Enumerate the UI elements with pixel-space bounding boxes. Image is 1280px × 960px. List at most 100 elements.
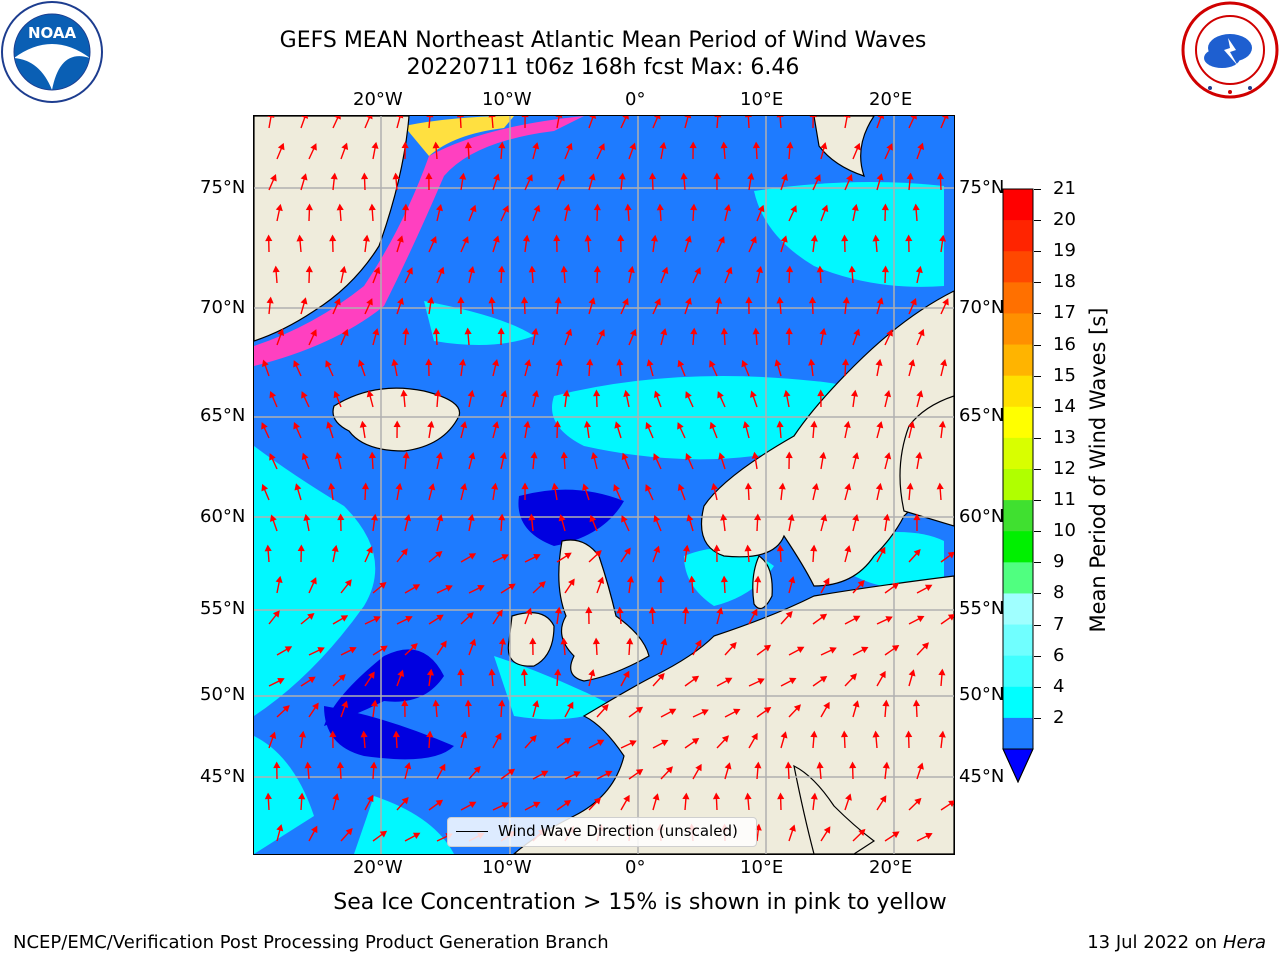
wind-wave-arrow bbox=[621, 515, 630, 532]
wind-wave-arrow bbox=[709, 421, 718, 439]
wind-wave-arrow bbox=[906, 172, 914, 191]
wind-wave-arrow bbox=[852, 700, 860, 718]
wind-wave-arrow bbox=[810, 234, 818, 253]
wind-wave-arrow bbox=[809, 296, 817, 315]
wind-wave-arrow bbox=[333, 390, 342, 408]
colorbar-label: 18 bbox=[1053, 271, 1076, 293]
svalbard-land bbox=[813, 116, 875, 177]
wind-wave-arrow bbox=[488, 668, 496, 687]
wind-wave-arrow bbox=[844, 673, 857, 687]
wind-wave-arrow bbox=[808, 358, 816, 377]
wind-wave-arrow bbox=[618, 172, 626, 191]
colorbar-segment bbox=[1003, 375, 1033, 408]
wind-wave-arrow bbox=[620, 547, 631, 563]
wind-wave-arrow bbox=[685, 391, 694, 408]
wind-wave-arrow bbox=[520, 296, 529, 315]
wind-wave-arrow bbox=[428, 799, 444, 811]
wind-wave-arrow bbox=[530, 451, 538, 470]
wind-wave-arrow bbox=[426, 116, 434, 129]
greenland-land bbox=[254, 116, 410, 342]
wind-wave-arrow bbox=[741, 359, 750, 377]
wind-wave-arrow bbox=[436, 204, 443, 222]
wind-wave-arrow bbox=[331, 544, 339, 563]
wind-wave-arrow bbox=[754, 575, 762, 594]
wind-wave-arrow bbox=[584, 234, 592, 253]
wind-wave-arrow bbox=[492, 802, 509, 811]
wind-wave-arrow bbox=[564, 701, 574, 718]
wind-wave-arrow bbox=[620, 297, 629, 315]
wind-wave-arrow bbox=[276, 824, 284, 842]
wind-wave-arrow bbox=[688, 575, 696, 594]
wind-wave-arrow bbox=[785, 327, 793, 346]
wind-wave-arrow bbox=[724, 708, 741, 718]
wind-wave-arrow bbox=[492, 421, 500, 439]
colorbar-label: 9 bbox=[1053, 551, 1065, 573]
wind-wave-arrow bbox=[686, 514, 694, 532]
wind-wave-arrow bbox=[586, 358, 594, 377]
wind-wave-arrow bbox=[425, 358, 433, 377]
wind-wave-arrow bbox=[720, 513, 728, 532]
wind-wave-arrow bbox=[556, 737, 572, 749]
wind-wave-arrow bbox=[551, 482, 559, 501]
wind-wave-arrow bbox=[841, 358, 850, 377]
wind-wave-arrow bbox=[488, 296, 496, 315]
wind-wave-arrow bbox=[682, 606, 690, 625]
wind-wave-arrow bbox=[428, 483, 436, 501]
wind-wave-arrow bbox=[500, 768, 516, 780]
wind-wave-arrow bbox=[748, 678, 765, 687]
colorbar bbox=[1002, 188, 1034, 784]
wind-wave-arrow bbox=[876, 116, 885, 129]
wind-wave-arrow bbox=[402, 203, 410, 222]
wind-wave-arrow bbox=[492, 173, 500, 191]
wind-wave-arrow bbox=[876, 670, 886, 687]
wind-wave-arrow bbox=[776, 116, 784, 129]
wind-wave-arrow bbox=[564, 771, 581, 780]
wind-wave-arrow bbox=[614, 421, 622, 439]
wind-wave-arrow bbox=[908, 116, 917, 129]
wind-wave-arrow bbox=[308, 702, 319, 718]
wind-wave-arrow bbox=[360, 172, 369, 191]
wind-wave-arrow bbox=[940, 614, 954, 625]
wind-wave-arrow bbox=[884, 143, 893, 160]
footer-date: 13 Jul 2022 on Hera bbox=[1087, 932, 1266, 953]
wind-wave-arrow bbox=[852, 646, 869, 656]
wind-wave-arrow bbox=[843, 116, 851, 129]
wind-wave-arrow bbox=[436, 763, 446, 780]
wind-wave-arrow bbox=[555, 358, 563, 377]
wind-wave-arrow bbox=[588, 116, 597, 129]
wind-wave-arrows bbox=[261, 116, 954, 842]
wind-wave-arrow bbox=[426, 730, 434, 749]
colorbar-segment bbox=[1003, 313, 1033, 346]
map-canvas bbox=[254, 116, 954, 854]
wind-wave-arrow bbox=[498, 265, 506, 284]
wind-wave-arrow bbox=[332, 674, 346, 687]
wind-wave-arrow bbox=[811, 482, 819, 501]
wind-wave-arrow bbox=[523, 420, 531, 439]
wind-wave-arrow bbox=[905, 234, 913, 253]
wind-wave-arrow bbox=[810, 544, 818, 563]
colorbar-segment bbox=[1003, 189, 1033, 221]
wind-wave-arrow bbox=[560, 265, 568, 284]
wind-wave-arrow bbox=[852, 828, 866, 842]
wind-wave-arrow bbox=[531, 327, 539, 346]
lon-tick-bottom: 20°W bbox=[353, 857, 403, 878]
wind-wave-arrow bbox=[916, 762, 924, 780]
wind-wave-arrow bbox=[368, 451, 376, 470]
wind-wave-arrow bbox=[554, 296, 562, 315]
wind-wave-arrow bbox=[660, 708, 677, 718]
wind-wave-arrow bbox=[754, 761, 762, 780]
wind-wave-arrow bbox=[816, 761, 824, 780]
wind-wave-arrow bbox=[524, 174, 533, 191]
wind-wave-arrow bbox=[774, 359, 782, 377]
colorbar-tick bbox=[1034, 624, 1041, 626]
wind-wave-arrow bbox=[652, 545, 661, 563]
wind-wave-arrow bbox=[298, 730, 307, 749]
wind-wave-arrow bbox=[427, 296, 435, 315]
wind-wave-arrow bbox=[716, 677, 733, 687]
wind-wave-arrow bbox=[724, 266, 733, 284]
wind-wave-arrow bbox=[564, 142, 573, 160]
wind-wave-arrow bbox=[300, 676, 316, 687]
wind-wave-arrow bbox=[744, 116, 752, 129]
wind-wave-arrow bbox=[690, 327, 698, 346]
wind-wave-arrow bbox=[915, 265, 923, 284]
